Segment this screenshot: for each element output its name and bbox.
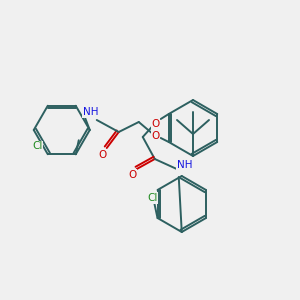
Text: O: O xyxy=(152,131,160,141)
Text: O: O xyxy=(152,119,160,129)
Text: NH: NH xyxy=(83,107,98,117)
Text: O: O xyxy=(99,150,107,160)
Text: O: O xyxy=(129,170,137,180)
Text: NH: NH xyxy=(177,160,193,170)
Text: Cl: Cl xyxy=(33,141,43,151)
Text: Cl: Cl xyxy=(147,193,158,203)
